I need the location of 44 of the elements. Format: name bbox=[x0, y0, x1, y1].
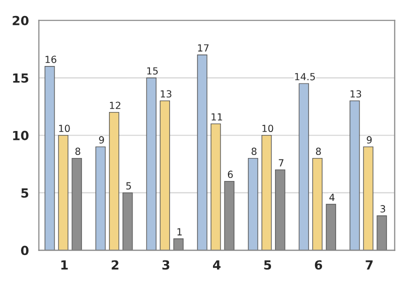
y-tick-label: 5 bbox=[21, 188, 28, 198]
data-label: 1 bbox=[177, 228, 182, 236]
data-label: 17 bbox=[198, 44, 209, 52]
bar bbox=[95, 146, 106, 250]
data-label: 4 bbox=[329, 194, 335, 201]
bar bbox=[248, 158, 258, 250]
bar bbox=[44, 66, 55, 250]
data-label: 10 bbox=[59, 124, 70, 132]
x-tick-label: 5 bbox=[264, 260, 272, 270]
bar bbox=[298, 83, 309, 250]
y-tick-label: 20 bbox=[12, 16, 29, 26]
y-tick-label: 15 bbox=[13, 73, 28, 83]
bar bbox=[363, 146, 374, 250]
x-tick-label: 2 bbox=[112, 260, 118, 270]
data-label: 6 bbox=[228, 170, 233, 178]
bar bbox=[160, 100, 170, 250]
bar bbox=[312, 158, 323, 250]
bar bbox=[350, 100, 360, 250]
x-tick-label: 3 bbox=[162, 260, 170, 270]
data-label: 16 bbox=[46, 56, 56, 64]
x-tick-label: 4 bbox=[212, 260, 221, 270]
data-label: 8 bbox=[252, 148, 256, 156]
y-tick-label: 10 bbox=[13, 130, 29, 140]
data-label: 15 bbox=[147, 67, 158, 75]
bar bbox=[146, 77, 156, 250]
data-label: 13 bbox=[350, 90, 362, 98]
data-label: 9 bbox=[99, 136, 104, 144]
data-label: 9 bbox=[366, 136, 372, 144]
data-label: 14.5 bbox=[295, 73, 315, 80]
data-label: 13 bbox=[160, 90, 172, 98]
data-label: 12 bbox=[110, 102, 120, 109]
x-tick-label: 1 bbox=[61, 260, 68, 270]
data-label: 7 bbox=[278, 159, 284, 166]
data-label: 5 bbox=[126, 182, 131, 190]
bar bbox=[58, 134, 68, 250]
data-label: 8 bbox=[75, 148, 80, 156]
data-label: 3 bbox=[380, 205, 386, 213]
data-label: 11 bbox=[212, 113, 222, 120]
x-tick-label: 7 bbox=[366, 260, 373, 270]
data-label: 10 bbox=[262, 124, 274, 132]
bar bbox=[261, 134, 272, 250]
y-tick-label: 0 bbox=[21, 246, 29, 256]
data-label: 8 bbox=[316, 148, 321, 156]
x-tick-label: 6 bbox=[314, 260, 322, 270]
